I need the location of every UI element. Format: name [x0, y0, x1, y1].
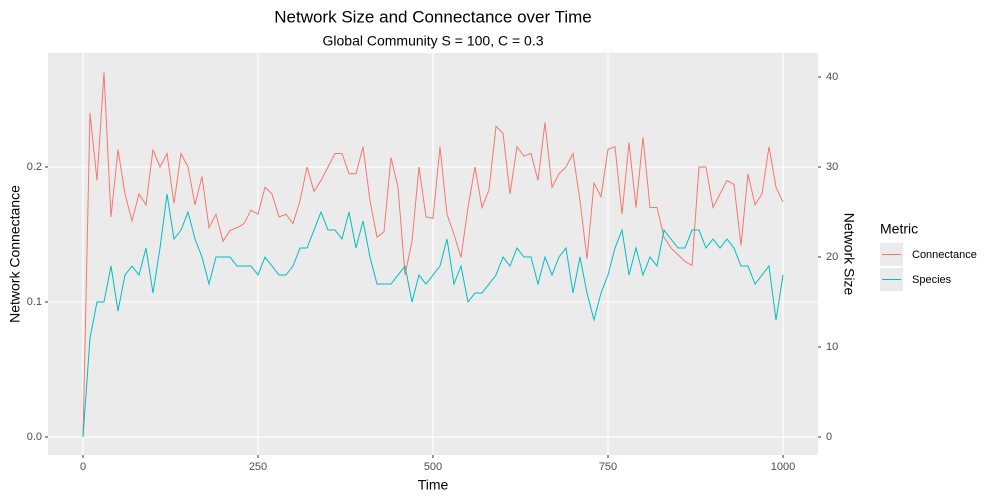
series-line	[82, 193, 784, 438]
x-tick-label: 0	[80, 461, 86, 473]
y2-tick-label: 20	[826, 251, 838, 263]
chart-subtitle: Global Community S = 100, C = 0.3	[323, 33, 544, 49]
series-line	[82, 72, 784, 438]
y2-tick-label: 30	[826, 161, 838, 173]
y-tick-label: 0.0	[27, 431, 42, 443]
legend-label: Species	[912, 274, 952, 286]
x-axis-label: Time	[418, 477, 449, 493]
legend-title: Metric	[880, 221, 918, 237]
x-tick-label: 500	[424, 461, 442, 473]
x-tick-label: 1000	[771, 461, 795, 473]
x-tick-label: 250	[249, 461, 267, 473]
y-axis-label: Network Connectance	[7, 185, 23, 323]
chart-title: Network Size and Connectance over Time	[274, 7, 592, 26]
y2-axis-label: Network Size	[841, 213, 857, 296]
y-tick-label: 0.1	[27, 296, 42, 308]
y2-tick-label: 0	[826, 431, 832, 443]
y-tick-label: 0.2	[27, 161, 42, 173]
y2-tick-label: 10	[826, 341, 838, 353]
legend-label: Connectance	[912, 249, 977, 261]
x-tick-label: 750	[599, 461, 617, 473]
y2-tick-label: 40	[826, 71, 838, 83]
